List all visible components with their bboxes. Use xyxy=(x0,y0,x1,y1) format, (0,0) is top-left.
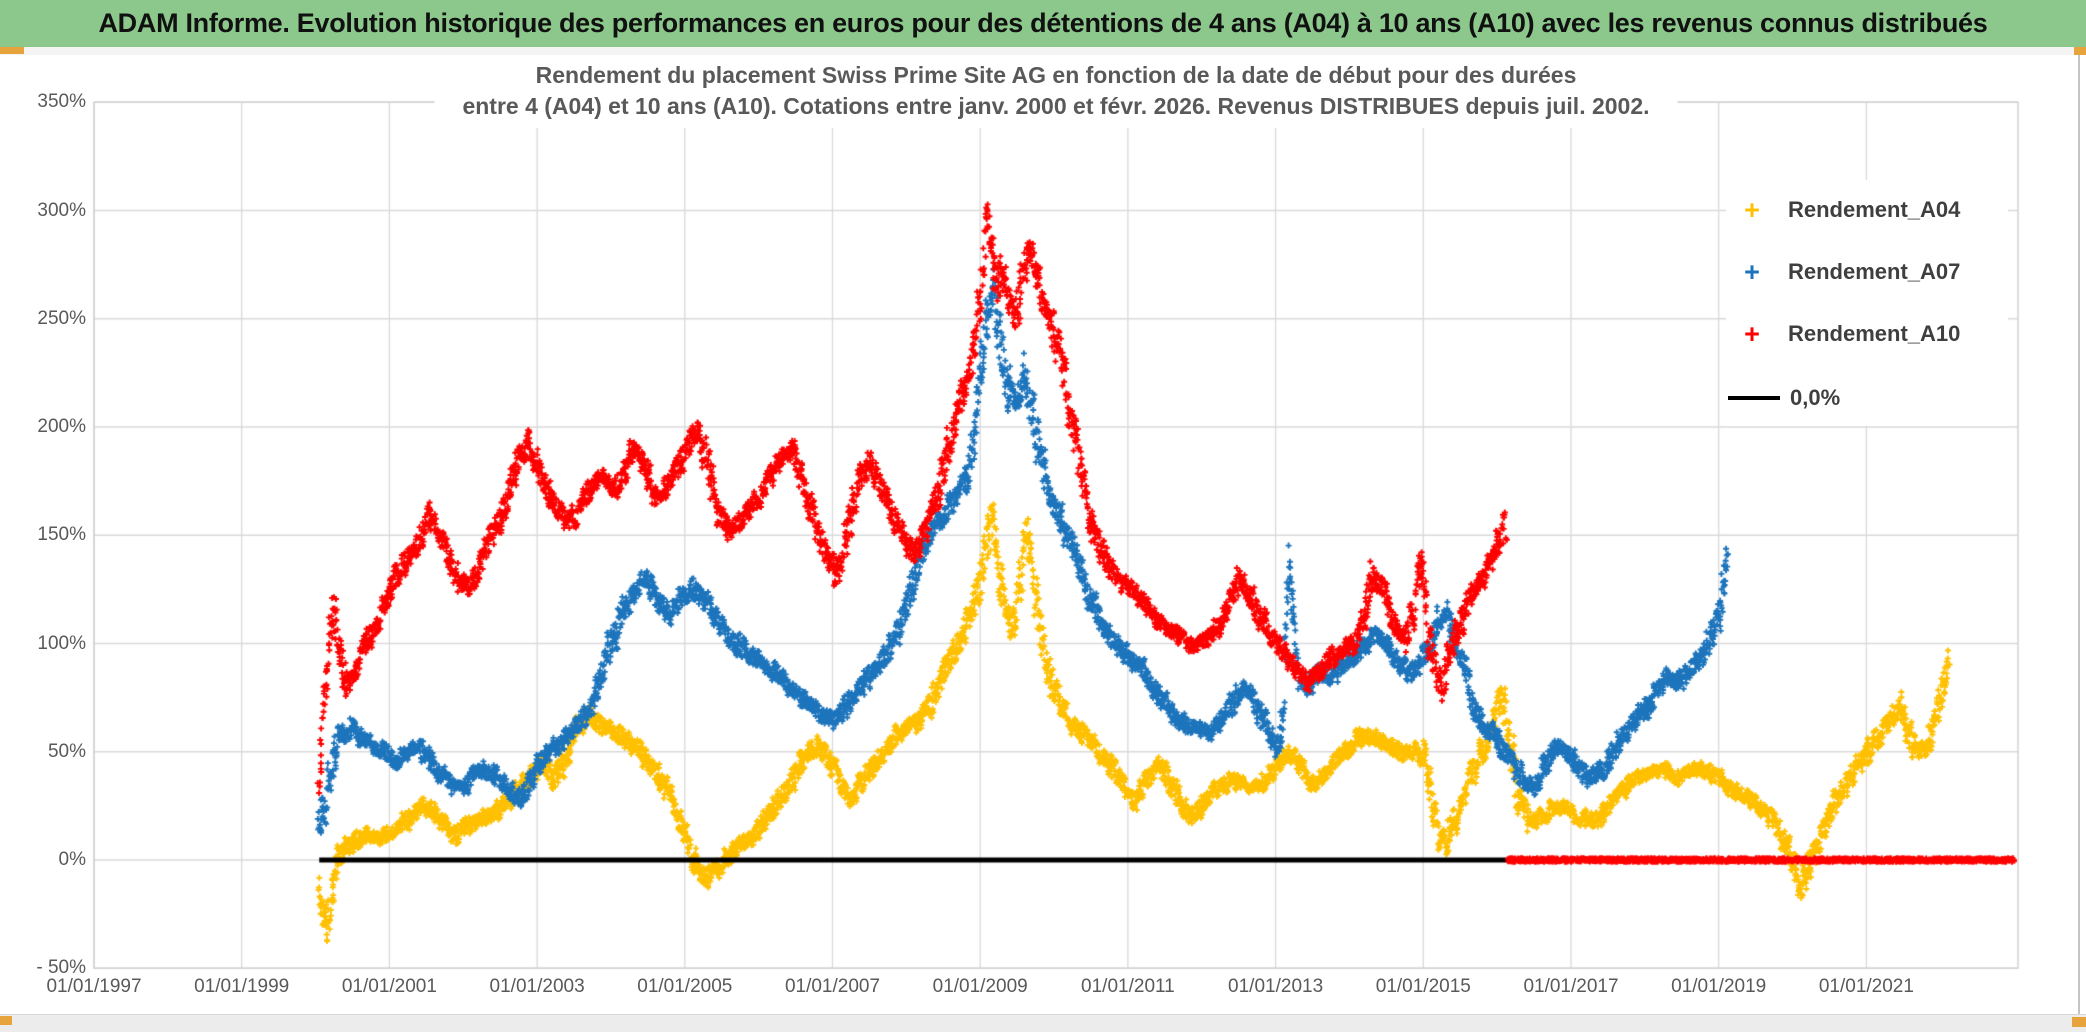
chart-legend: + Rendement_A04 + Rendement_A07 + Rendement_A… xyxy=(1726,180,2008,426)
legend-plus-marker-icon: + xyxy=(1744,195,1760,225)
legend-plus-marker-icon: + xyxy=(1744,257,1760,287)
legend-label: 0,0% xyxy=(1790,385,1841,410)
x-axis-label: 01/01/2001 xyxy=(341,976,437,997)
legend-line-marker-icon xyxy=(1728,396,1780,400)
x-axis-label: 01/01/2005 xyxy=(637,976,733,997)
chart-title-line1: Rendement du placement Swiss Prime Site … xyxy=(535,62,1577,88)
y-axis-label: 0% xyxy=(58,849,86,870)
x-axis-label: 01/01/2011 xyxy=(1081,976,1175,997)
x-axis-label: 01/01/1997 xyxy=(46,976,142,997)
legend-label: Rendement_A04 xyxy=(1788,197,1961,222)
y-axis-label: 150% xyxy=(37,524,86,546)
legend-item: 0,0% xyxy=(1726,376,2008,420)
y-axis-label: 300% xyxy=(37,199,86,221)
legend-item: + Rendement_A07 xyxy=(1726,250,2008,294)
x-axis-label: 01/01/2013 xyxy=(1228,976,1324,997)
x-axis-label: 01/01/2019 xyxy=(1671,976,1767,997)
y-axis-label: 50% xyxy=(47,740,86,762)
y-axis-label: 350% xyxy=(37,91,86,113)
x-axis-label: 01/01/2007 xyxy=(784,976,881,997)
y-axis-label: 250% xyxy=(37,307,86,329)
x-axis-label: 01/01/1999 xyxy=(194,976,290,997)
x-axis-label: 01/01/2017 xyxy=(1523,976,1619,997)
legend-item: + Rendement_A04 xyxy=(1726,188,2008,232)
y-axis-label: 200% xyxy=(37,416,86,437)
x-axis-label: 01/01/2003 xyxy=(489,976,585,997)
x-axis-label: 01/01/2015 xyxy=(1375,976,1471,997)
chart-frame-right-border xyxy=(2078,55,2080,1014)
chart-title-line2: entre 4 (A04) et 10 ans (A10). Cotations… xyxy=(462,93,1650,119)
x-axis-label: 01/01/2021 xyxy=(1818,976,1914,997)
x-axis-label: 01/01/2009 xyxy=(932,976,1028,997)
legend-item: + Rendement_A10 xyxy=(1726,312,2008,356)
legend-label: Rendement_A10 xyxy=(1788,321,1961,346)
chart-title: Rendement du placement Swiss Prime Site … xyxy=(434,58,1678,128)
legend-label: Rendement_A07 xyxy=(1788,259,1961,284)
y-axis-label: 100% xyxy=(37,632,86,654)
y-axis-label: - 50% xyxy=(36,957,86,979)
legend-plus-marker-icon: + xyxy=(1744,319,1760,349)
